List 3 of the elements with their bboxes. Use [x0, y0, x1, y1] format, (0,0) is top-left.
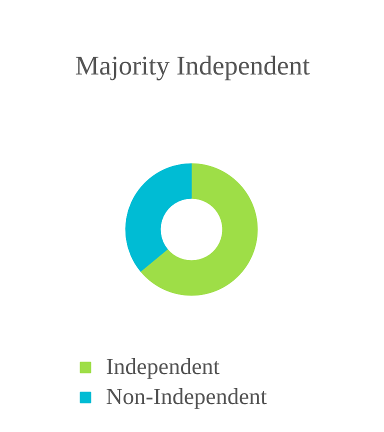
chart-title: Majority Independent [75, 50, 310, 80]
legend-label: Non-Independent [106, 384, 267, 410]
legend-label: Independent [106, 354, 220, 380]
